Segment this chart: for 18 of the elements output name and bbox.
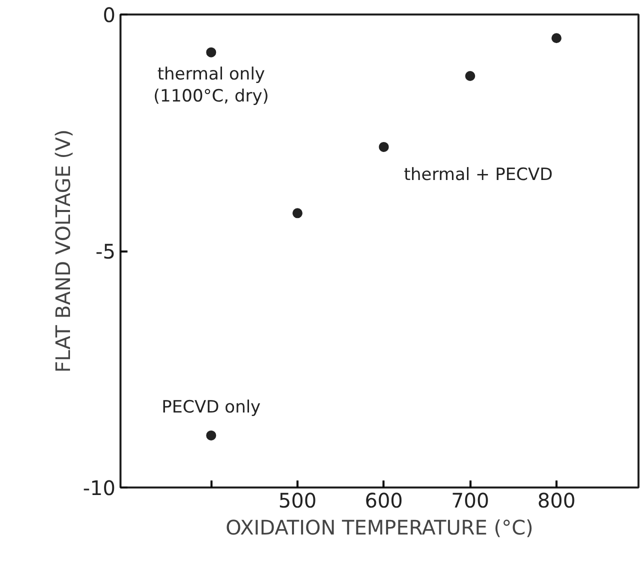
- series-label: PECVD only: [162, 397, 261, 418]
- point: [551, 33, 562, 44]
- point: [206, 430, 216, 440]
- point: [465, 71, 476, 81]
- y-tick-label: 0: [102, 3, 116, 27]
- y-tick-label: -10: [82, 476, 116, 500]
- x-tick-label: 700: [451, 488, 490, 512]
- point: [378, 142, 389, 152]
- x-tick-label: 800: [537, 488, 576, 512]
- point: [206, 47, 216, 58]
- x-tick-label: 500: [278, 488, 317, 512]
- series-label: thermal + PECVD: [404, 164, 553, 185]
- x-tick-label: 600: [364, 488, 403, 512]
- y-tick-label: -5: [96, 240, 116, 264]
- y-axis-title: FLAT BAND VOLTAGE (V): [50, 129, 75, 373]
- x-axis-title: OXIDATION TEMPERATURE (°C): [226, 516, 534, 540]
- point: [292, 208, 302, 218]
- series-label: thermal only (1100°C, dry): [153, 64, 269, 106]
